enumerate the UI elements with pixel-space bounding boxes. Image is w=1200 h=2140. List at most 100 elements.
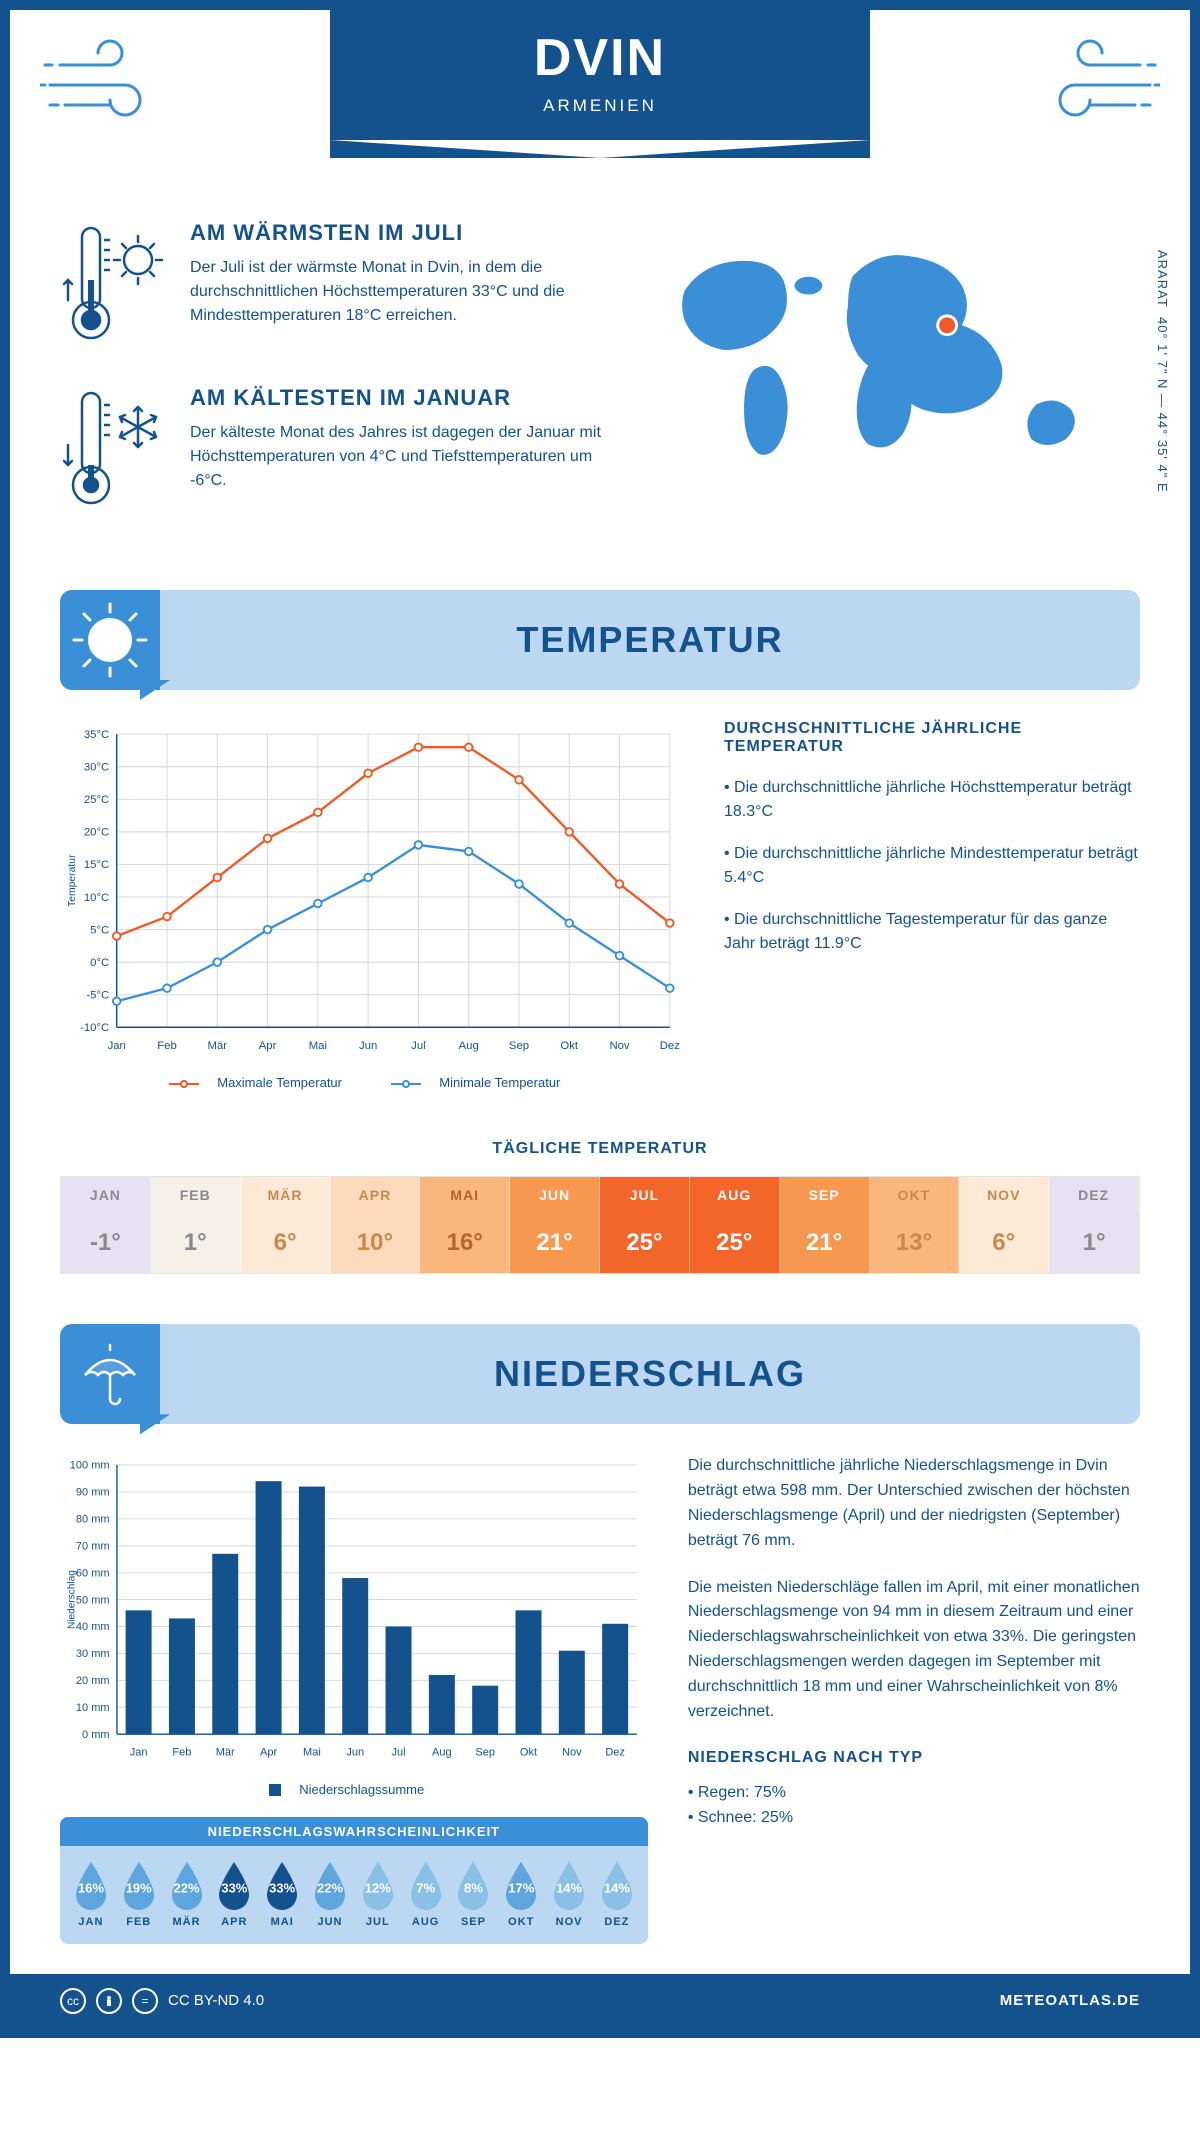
svg-text:Feb: Feb [172,1747,191,1759]
daily-value: -1° [61,1213,151,1273]
umbrella-icon [60,1324,160,1424]
daily-month: AUG [690,1177,780,1213]
drop-icon: 22% [167,1860,207,1912]
daily-month: JAN [61,1177,151,1213]
svg-text:Jun: Jun [359,1040,377,1052]
svg-text:Jan: Jan [130,1747,148,1759]
info-title: DURCHSCHNITTLICHE JÄHRLICHE TEMPERATUR [724,720,1140,756]
precipitation-chart: 0 mm10 mm20 mm30 mm40 mm50 mm60 mm70 mm8… [60,1454,648,1796]
probability-cell: 22% JUN [307,1860,353,1928]
svg-text:Jul: Jul [391,1747,405,1759]
drop-icon: 22% [310,1860,350,1912]
wind-icon [1010,30,1160,145]
svg-text:Jan: Jan [108,1040,126,1052]
license-text: CC BY-ND 4.0 [168,1992,264,2009]
precipitation-title: NIEDERSCHLAG [160,1353,1140,1395]
daily-value: 6° [959,1213,1049,1273]
thermometer-snow-icon [60,385,170,520]
temperature-header: TEMPERATUR [60,590,1140,690]
svg-text:10 mm: 10 mm [76,1702,110,1714]
cc-icon: cc [60,1988,86,2014]
svg-text:Sep: Sep [475,1747,495,1759]
title-banner: DVIN ARMENIEN [330,10,870,140]
site-name: METEOATLAS.DE [1000,1992,1140,2009]
svg-text:50 mm: 50 mm [76,1595,110,1607]
precipitation-header: NIEDERSCHLAG [60,1324,1140,1424]
daily-value: 1° [1049,1213,1139,1273]
chart-legend: Maximale Temperatur Minimale Temperatur [60,1075,684,1090]
daily-temperature-grid: JANFEBMÄRAPRMAIJUNJULAUGSEPOKTNOVDEZ-1°1… [60,1176,1140,1274]
svg-text:Jul: Jul [411,1040,425,1052]
daily-value: 21° [780,1213,870,1273]
svg-text:-5°C: -5°C [86,989,109,1001]
svg-text:0°C: 0°C [90,957,109,969]
svg-text:90 mm: 90 mm [76,1487,110,1499]
drop-icon: 7% [406,1860,446,1912]
daily-month: DEZ [1049,1177,1139,1213]
probability-cell: 19% FEB [116,1860,162,1928]
world-map: ARARAT 40° 1' 7" N — 44° 35' 4" E [645,220,1140,550]
svg-text:20 mm: 20 mm [76,1675,110,1687]
svg-text:0 mm: 0 mm [82,1729,110,1741]
svg-text:Dez: Dez [660,1040,680,1052]
daily-value: 16° [420,1213,510,1273]
svg-text:-10°C: -10°C [80,1022,109,1034]
svg-text:Aug: Aug [459,1040,479,1052]
daily-value: 25° [690,1213,780,1273]
coldest-title: AM KÄLTESTEN IM JANUAR [190,385,605,411]
daily-month: MÄR [241,1177,331,1213]
probability-cell: 17% OKT [498,1860,544,1928]
daily-value: 10° [331,1213,421,1273]
precipitation-info: Die durchschnittliche jährliche Niedersc… [688,1454,1140,1943]
daily-month: NOV [959,1177,1049,1213]
drop-icon: 19% [119,1860,159,1912]
drop-icon: 33% [262,1860,302,1912]
daily-value: 1° [151,1213,241,1273]
drop-icon: 8% [453,1860,493,1912]
wind-icon [40,30,190,145]
probability-cell: 12% JUL [355,1860,401,1928]
probability-cell: 14% DEZ [594,1860,640,1928]
page-subtitle: ARMENIEN [330,96,870,116]
probability-cell: 14% NOV [546,1860,592,1928]
svg-text:15°C: 15°C [84,859,109,871]
daily-month: APR [331,1177,421,1213]
drop-icon: 16% [71,1860,111,1912]
svg-text:Dez: Dez [605,1747,625,1759]
drop-icon: 14% [597,1860,637,1912]
daily-value: 6° [241,1213,331,1273]
daily-month: JUL [600,1177,690,1213]
intro-section: AM WÄRMSTEN IM JULI Der Juli ist der wär… [10,190,1190,570]
svg-text:35°C: 35°C [84,729,109,741]
coordinates: ARARAT 40° 1' 7" N — 44° 35' 4" E [1155,250,1170,493]
daily-value: 25° [600,1213,690,1273]
svg-text:100 mm: 100 mm [70,1460,110,1472]
temperature-title: TEMPERATUR [160,619,1140,661]
svg-text:Apr: Apr [260,1747,277,1759]
probability-cell: 7% AUG [403,1860,449,1928]
svg-text:Niederschlag: Niederschlag [67,1570,78,1629]
nd-icon: = [132,1988,158,2014]
svg-text:40 mm: 40 mm [76,1622,110,1634]
warmest-text: Der Juli ist der wärmste Monat in Dvin, … [190,256,605,328]
daily-title: TÄGLICHE TEMPERATUR [10,1140,1190,1158]
daily-value: 13° [870,1213,960,1273]
svg-text:Aug: Aug [432,1747,452,1759]
daily-month: JUN [510,1177,600,1213]
drop-icon: 33% [214,1860,254,1912]
temperature-info: DURCHSCHNITTLICHE JÄHRLICHE TEMPERATUR •… [724,720,1140,1090]
svg-text:70 mm: 70 mm [76,1541,110,1553]
svg-text:30°C: 30°C [84,762,109,774]
sun-icon [60,590,160,690]
svg-text:Nov: Nov [609,1040,629,1052]
svg-text:Apr: Apr [259,1040,277,1052]
probability-cell: 8% SEP [451,1860,497,1928]
svg-text:Okt: Okt [520,1747,537,1759]
svg-text:30 mm: 30 mm [76,1648,110,1660]
warmest-title: AM WÄRMSTEN IM JULI [190,220,605,246]
daily-value: 21° [510,1213,600,1273]
svg-text:80 mm: 80 mm [76,1514,110,1526]
drop-icon: 14% [549,1860,589,1912]
daily-month: MAI [420,1177,510,1213]
chart-legend: Niederschlagssumme [60,1782,648,1797]
